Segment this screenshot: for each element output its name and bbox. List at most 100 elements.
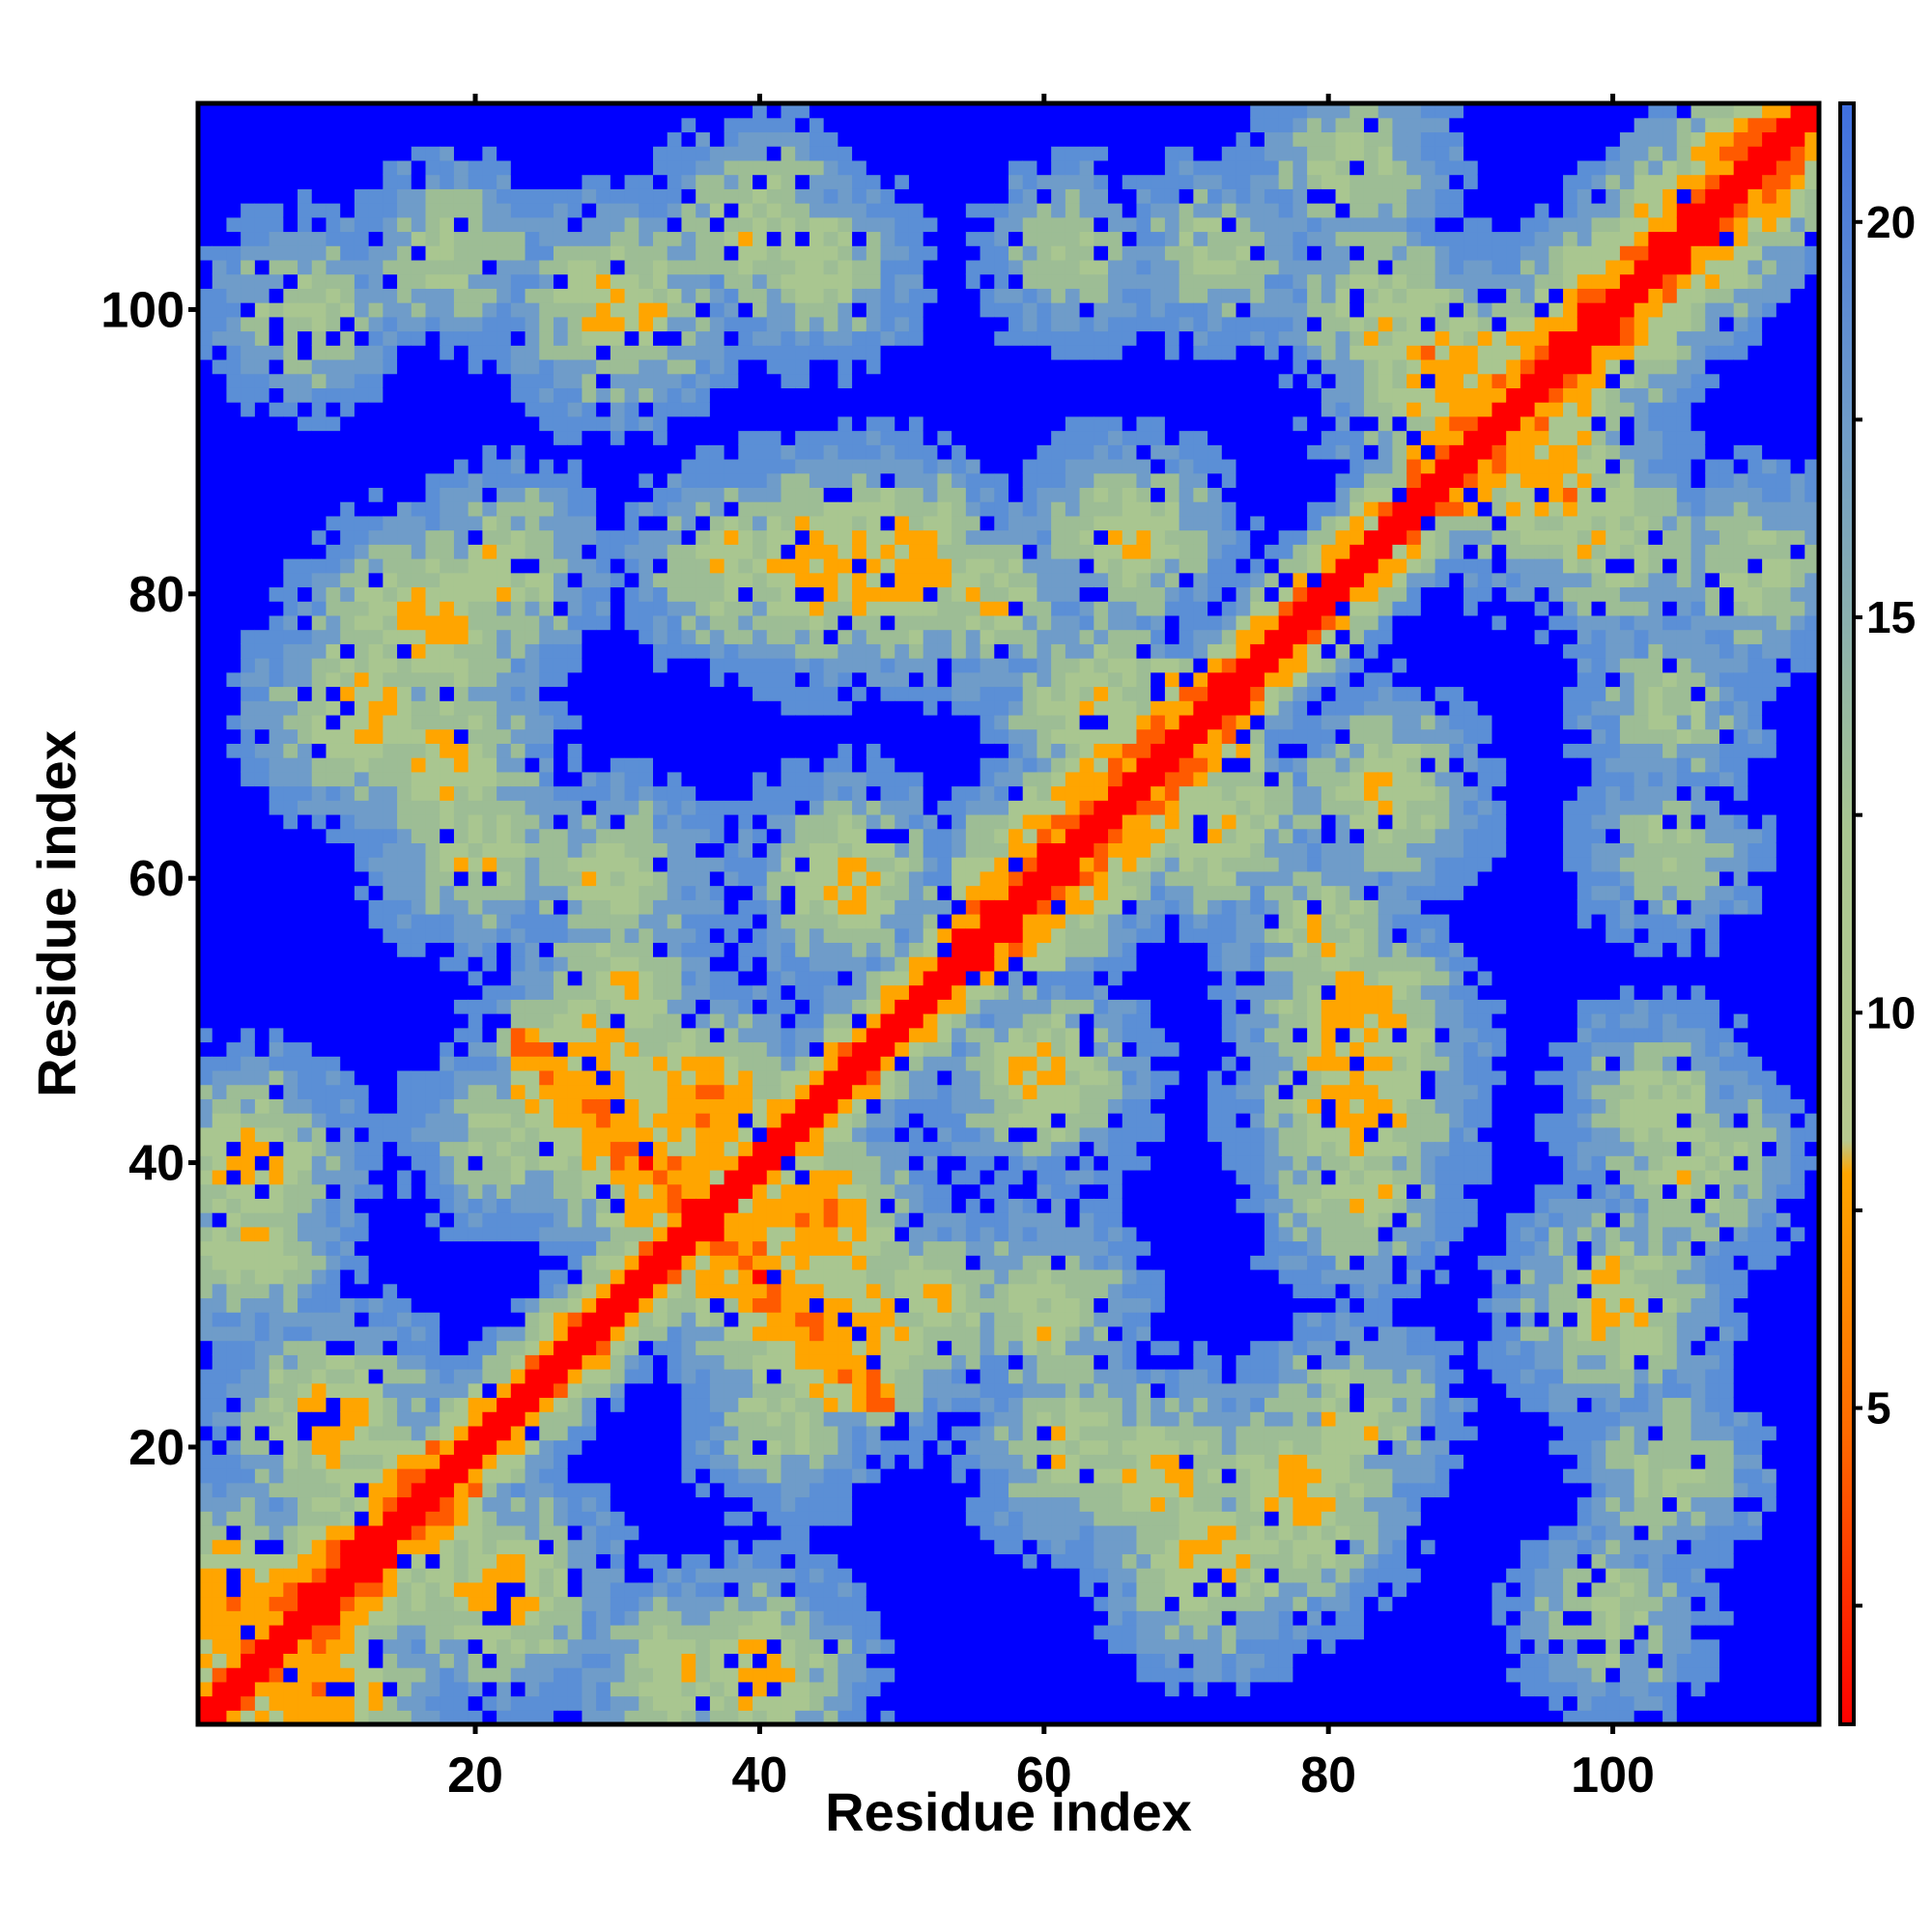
heatmap-cell (567, 956, 583, 972)
heatmap-cell (283, 1539, 298, 1554)
heatmap-cell (241, 188, 256, 204)
heatmap-cell (354, 1369, 370, 1384)
heatmap-cell (340, 1653, 355, 1668)
heatmap-cell (766, 1312, 782, 1327)
heatmap-cell (696, 487, 711, 502)
heatmap-cell (440, 358, 455, 375)
heatmap-cell (753, 373, 768, 388)
heatmap-cell (596, 1610, 611, 1626)
heatmap-cell (340, 743, 355, 758)
heatmap-cell (453, 1568, 469, 1583)
heatmap-cell (667, 487, 683, 502)
heatmap-cell (212, 1454, 228, 1469)
heatmap-cell (766, 558, 782, 574)
heatmap-cell (326, 1482, 341, 1498)
heatmap-cell (468, 700, 483, 716)
heatmap-cell (425, 601, 440, 616)
heatmap-cell (468, 1056, 483, 1071)
heatmap-cell (724, 515, 739, 531)
heatmap-cell (639, 1681, 654, 1697)
heatmap-cell (453, 1397, 469, 1412)
heatmap-cell (254, 1240, 270, 1256)
heatmap-cell (326, 899, 341, 915)
heatmap-cell (226, 1425, 242, 1441)
heatmap-cell (639, 188, 654, 204)
heatmap-cell (809, 984, 825, 1000)
heatmap-cell (709, 1084, 725, 1099)
heatmap-cell (468, 984, 483, 1000)
heatmap-cell (639, 743, 654, 758)
heatmap-cell (497, 558, 512, 574)
heatmap-cell (809, 999, 825, 1014)
heatmap-cell (639, 870, 654, 887)
heatmap-cell (696, 956, 711, 972)
heatmap-cell (766, 1681, 782, 1697)
heatmap-cell (539, 415, 554, 432)
heatmap-cell (354, 1624, 370, 1640)
heatmap-cell (311, 629, 327, 644)
heatmap-cell (198, 1013, 213, 1029)
heatmap-cell (766, 1183, 782, 1199)
heatmap-cell (525, 942, 540, 957)
heatmap-cell (525, 842, 540, 858)
heatmap-cell (709, 1056, 725, 1071)
heatmap-cell (639, 316, 654, 332)
heatmap-cell (696, 643, 711, 659)
heatmap-cell (781, 1340, 796, 1355)
heatmap-cell (738, 1098, 753, 1114)
heatmap-cell (269, 1425, 284, 1441)
heatmap-cell (298, 629, 313, 644)
heatmap-cell (681, 1141, 696, 1156)
heatmap-cell (809, 813, 825, 830)
heatmap-cell (453, 245, 469, 261)
heatmap-cell (553, 1212, 569, 1228)
heatmap-cell (582, 544, 597, 559)
heatmap-cell (411, 188, 427, 204)
heatmap-cell (624, 174, 639, 189)
heatmap-cell (311, 956, 327, 972)
heatmap-cell (582, 1198, 597, 1213)
heatmap-cell (354, 358, 370, 375)
heatmap-cell (298, 1581, 313, 1598)
heatmap-cell (411, 984, 427, 1000)
heatmap-cell (311, 373, 327, 388)
heatmap-cell (781, 757, 796, 773)
heatmap-cell (596, 658, 611, 673)
heatmap-cell (397, 1681, 412, 1697)
heatmap-cell (326, 1511, 341, 1526)
heatmap-cell (468, 686, 483, 701)
heatmap-cell (525, 643, 540, 659)
heatmap-cell (354, 942, 370, 957)
heatmap-cell (283, 1169, 298, 1185)
heatmap-cell (795, 1610, 810, 1626)
heatmap-cell (553, 1624, 569, 1640)
heatmap-cell (298, 288, 313, 303)
heatmap-cell (497, 358, 512, 375)
heatmap-cell (639, 970, 654, 986)
heatmap-cell (241, 800, 256, 815)
heatmap-cell (724, 245, 739, 261)
heatmap-cell (254, 629, 270, 644)
heatmap-cell (198, 714, 213, 730)
heatmap-cell (482, 1425, 497, 1441)
heatmap-cell (340, 1041, 355, 1057)
heatmap-cell (453, 472, 469, 489)
heatmap-cell (667, 1297, 683, 1313)
heatmap-cell (795, 1653, 810, 1668)
heatmap-cell (254, 174, 270, 189)
heatmap-cell (468, 1041, 483, 1057)
heatmap-cell (326, 1268, 341, 1285)
heatmap-cell (482, 444, 497, 460)
heatmap-cell (397, 1539, 412, 1554)
heatmap-cell (624, 700, 639, 716)
heatmap-cell (453, 444, 469, 460)
heatmap-cell (567, 1126, 583, 1143)
heatmap-cell (397, 728, 412, 744)
heatmap-cell (453, 800, 469, 815)
heatmap-cell (368, 1397, 384, 1412)
heatmap-cell (482, 914, 497, 929)
heatmap-cell (497, 515, 512, 531)
heatmap-cell (212, 302, 228, 318)
heatmap-cell (681, 984, 696, 1000)
heatmap-cell (440, 1183, 455, 1199)
